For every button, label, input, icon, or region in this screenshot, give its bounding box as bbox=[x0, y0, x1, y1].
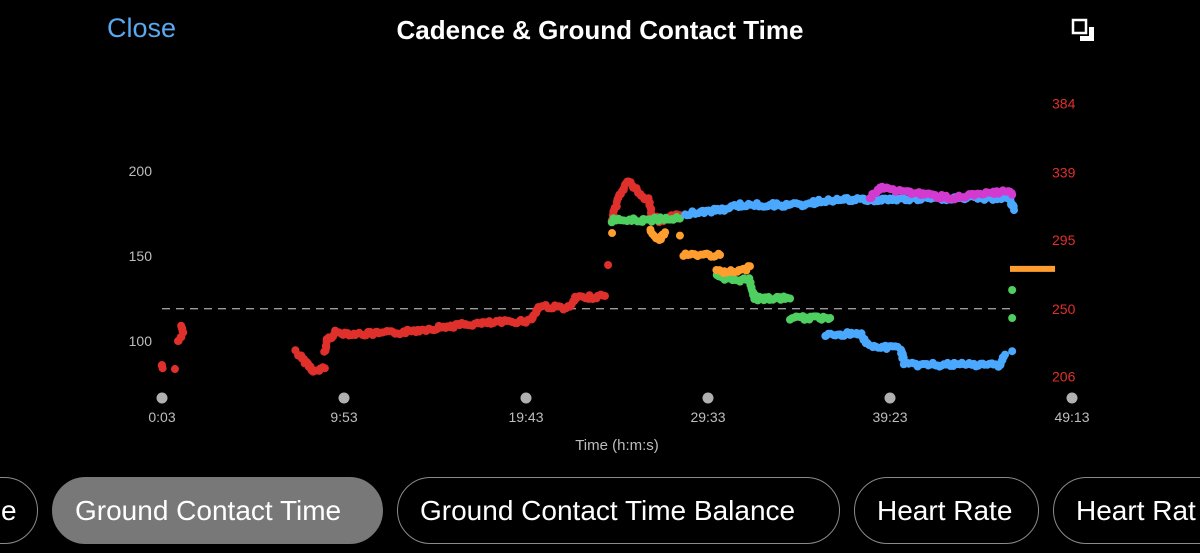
x-tick-dot bbox=[702, 392, 714, 404]
data-point-red bbox=[158, 364, 167, 373]
x-tick-dot bbox=[520, 392, 532, 404]
x-tick-label: 19:43 bbox=[508, 409, 543, 425]
y-right-tick-label: 250 bbox=[1052, 301, 1076, 317]
x-tick-dot bbox=[1066, 392, 1078, 404]
tab-heart-rat[interactable]: Heart Rat bbox=[1053, 477, 1200, 544]
data-point-red bbox=[320, 364, 329, 373]
close-button[interactable]: Close bbox=[107, 13, 177, 43]
data-point-green bbox=[826, 314, 835, 323]
exit-fullscreen-icon[interactable] bbox=[1071, 18, 1097, 44]
x-tick-dot bbox=[338, 392, 350, 404]
y-right-tick-label: 384 bbox=[1052, 95, 1076, 111]
y-left-tick-label: 100 bbox=[129, 333, 153, 349]
tab-ground-contact-time-balance[interactable]: Ground Contact Time Balance bbox=[397, 477, 840, 544]
x-tick-dot bbox=[884, 392, 896, 404]
x-tick-label: 39:23 bbox=[872, 409, 907, 425]
data-point-blue bbox=[1001, 350, 1010, 359]
x-tick-label: 49:13 bbox=[1054, 409, 1089, 425]
tab-ground-contact-time[interactable]: Ground Contact Time bbox=[52, 477, 383, 544]
data-point-red bbox=[600, 291, 609, 300]
data-point-green bbox=[1008, 286, 1017, 294]
data-point-green bbox=[1008, 314, 1017, 323]
page-title: Cadence & Ground Contact Time bbox=[396, 15, 804, 45]
data-point-orange bbox=[745, 262, 754, 271]
data-point-orange bbox=[608, 229, 617, 238]
x-tick-dot bbox=[156, 392, 168, 404]
data-point-orange bbox=[661, 228, 670, 237]
tab-heart-rate[interactable]: Heart Rate bbox=[854, 477, 1039, 544]
data-point-red bbox=[177, 321, 186, 330]
x-tick-label: 29:33 bbox=[690, 409, 725, 425]
y-right-tick-label: 339 bbox=[1052, 165, 1076, 181]
x-axis-label: Time (h:m:s) bbox=[575, 437, 659, 454]
data-point-blue bbox=[1010, 206, 1019, 215]
data-point-red bbox=[170, 365, 179, 374]
y-left-tick-label: 150 bbox=[129, 248, 153, 264]
data-point-green bbox=[786, 294, 795, 303]
y-right-tick-label: 206 bbox=[1052, 368, 1076, 384]
x-tick-label: 9:53 bbox=[330, 409, 357, 425]
tab-e[interactable]: e bbox=[0, 477, 38, 544]
metric-tabs: e Ground Contact Time Ground Contact Time … bbox=[0, 477, 1200, 546]
data-point-magenta bbox=[1008, 190, 1017, 199]
x-tick-label: 0:03 bbox=[148, 409, 175, 425]
data-point-orange bbox=[675, 231, 684, 240]
y-left-tick-label: 200 bbox=[129, 163, 153, 179]
data-point-blue bbox=[1008, 347, 1017, 356]
chart: 100 150 200 206 250 295 339 384 0:03 9:53 19:43 29:… bbox=[129, 95, 1090, 454]
data-point-orange bbox=[716, 250, 725, 259]
y-right-tick-label: 295 bbox=[1052, 232, 1076, 248]
data-point-red bbox=[604, 261, 613, 270]
